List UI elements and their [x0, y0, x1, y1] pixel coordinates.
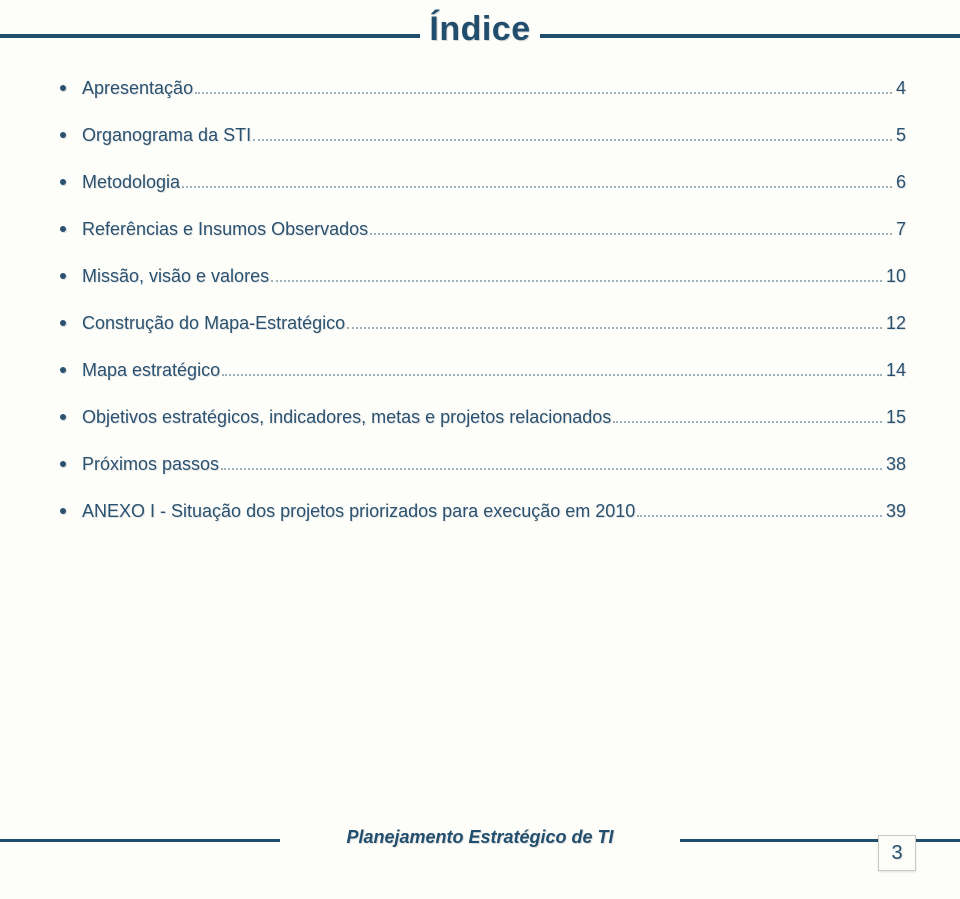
toc-leader: [271, 280, 882, 282]
toc-item: Missão, visão e valores 10: [60, 266, 906, 287]
toc-label: Referências e Insumos Observados: [82, 219, 368, 240]
toc-item: Próximos passos 38: [60, 454, 906, 475]
page-title: Índice: [429, 10, 530, 49]
toc-item: Organograma da STI 5: [60, 125, 906, 146]
toc-label: ANEXO I - Situação dos projetos prioriza…: [82, 501, 635, 522]
page-number-box: 3: [878, 835, 916, 871]
bullet-icon: [60, 461, 66, 467]
toc-leader: [221, 468, 882, 470]
toc-label: Organograma da STI: [82, 125, 251, 146]
toc-leader: [182, 186, 892, 188]
toc-page: 4: [896, 78, 906, 99]
bullet-icon: [60, 414, 66, 420]
toc-item: Referências e Insumos Observados 7: [60, 219, 906, 240]
toc-page: 5: [896, 125, 906, 146]
toc-list: Apresentação 4 Organograma da STI 5 Meto…: [54, 78, 906, 522]
toc-label: Missão, visão e valores: [82, 266, 269, 287]
toc-label: Construção do Mapa-Estratégico: [82, 313, 345, 334]
toc-label: Objetivos estratégicos, indicadores, met…: [82, 407, 611, 428]
bullet-icon: [60, 226, 66, 232]
toc-leader: [370, 233, 892, 235]
toc-leader: [222, 374, 882, 376]
toc-leader: [637, 515, 882, 517]
title-row: Índice: [54, 12, 906, 52]
toc-page: 14: [886, 360, 906, 381]
bullet-icon: [60, 508, 66, 514]
footer-rule-left: [0, 839, 280, 842]
toc-item: Mapa estratégico 14: [60, 360, 906, 381]
toc-page: 15: [886, 407, 906, 428]
toc-item: Apresentação 4: [60, 78, 906, 99]
toc-page: 7: [896, 219, 906, 240]
footer: Planejamento Estratégico de TI: [0, 823, 960, 863]
toc-leader: [347, 327, 882, 329]
toc-item: Objetivos estratégicos, indicadores, met…: [60, 407, 906, 428]
toc-page: 6: [896, 172, 906, 193]
toc-label: Mapa estratégico: [82, 360, 220, 381]
toc-leader: [253, 139, 892, 141]
bullet-icon: [60, 179, 66, 185]
toc-leader: [613, 421, 882, 423]
toc-page: 39: [886, 501, 906, 522]
toc-page: 38: [886, 454, 906, 475]
bullet-icon: [60, 367, 66, 373]
toc-label: Metodologia: [82, 172, 180, 193]
title-rule-right: [540, 34, 960, 38]
toc-item: Construção do Mapa-Estratégico 12: [60, 313, 906, 334]
toc-page: 12: [886, 313, 906, 334]
toc-leader: [195, 92, 892, 94]
bullet-icon: [60, 273, 66, 279]
toc-label: Próximos passos: [82, 454, 219, 475]
title-rule-left: [0, 34, 420, 38]
toc-item: Metodologia 6: [60, 172, 906, 193]
page: Índice Apresentação 4 Organograma da STI…: [0, 0, 960, 899]
page-number: 3: [891, 842, 902, 865]
toc-item: ANEXO I - Situação dos projetos prioriza…: [60, 501, 906, 522]
bullet-icon: [60, 132, 66, 138]
footer-rule-right: [680, 839, 960, 842]
toc-label: Apresentação: [82, 78, 193, 99]
bullet-icon: [60, 320, 66, 326]
toc-page: 10: [886, 266, 906, 287]
bullet-icon: [60, 85, 66, 91]
footer-title: Planejamento Estratégico de TI: [346, 827, 613, 848]
